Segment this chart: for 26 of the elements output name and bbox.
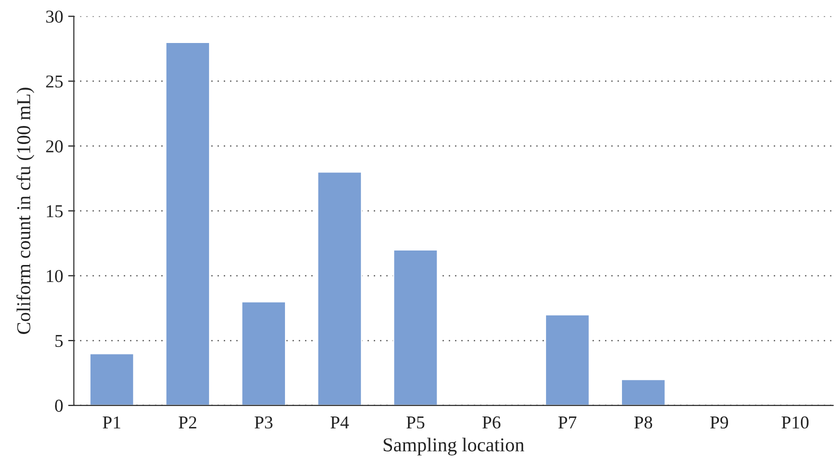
y-tick-label: 5 — [55, 335, 63, 348]
y-tick-label: 30 — [46, 10, 63, 23]
x-axis-title: Sampling location — [384, 438, 524, 456]
y-tick-label: 25 — [46, 75, 63, 88]
bar — [240, 300, 286, 406]
bar — [544, 314, 590, 406]
y-tick-label: 10 — [46, 270, 63, 282]
y-tick-label: 0 — [55, 400, 63, 412]
bar — [89, 352, 135, 406]
x-tick-label: P2 — [178, 416, 196, 428]
bar — [316, 171, 362, 406]
y-axis-title: Coliform count in cfu (100 mL) — [16, 88, 34, 334]
bar — [165, 42, 210, 406]
bar — [620, 378, 666, 406]
bar — [392, 249, 438, 406]
x-tick-label: P9 — [710, 416, 728, 429]
x-tick-label: P3 — [254, 416, 272, 429]
y-tick-label: 20 — [46, 140, 63, 152]
x-tick-label: P1 — [102, 416, 120, 428]
x-tick-label: P7 — [558, 416, 576, 428]
y-tick-label: 15 — [46, 205, 63, 218]
x-tick-label: P8 — [634, 416, 652, 429]
x-tick-label: P5 — [406, 416, 424, 429]
x-tick-label: P4 — [330, 416, 349, 428]
x-tick-label: P10 — [782, 416, 809, 429]
x-tick-label: P6 — [482, 416, 500, 429]
